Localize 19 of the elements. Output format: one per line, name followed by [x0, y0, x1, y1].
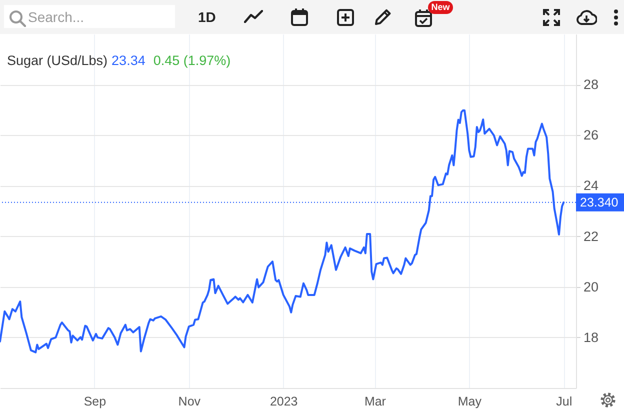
x-tick-label: May — [458, 394, 482, 408]
x-tick-label: Mar — [364, 394, 386, 408]
y-tick-label: 22 — [584, 228, 599, 244]
y-tick-label: 28 — [584, 77, 599, 92]
x-tick-label: Nov — [178, 394, 202, 408]
y-tick-label: 20 — [584, 279, 599, 294]
badge: New — [428, 1, 453, 14]
text: Sugar (USd/Lbs) — [7, 53, 108, 68]
text: Search... — [28, 9, 84, 25]
x-tick-label: 2023 — [270, 394, 298, 408]
y-tick-label: 24 — [584, 178, 600, 194]
annotation: 0.45 (1.97%) — [153, 53, 231, 68]
y-tick-label: 26 — [584, 128, 599, 143]
y-tick-label: 18 — [584, 330, 599, 345]
x-tick-label: Sep — [84, 394, 106, 408]
annotation: 23.34 — [112, 53, 146, 68]
ref-line-label: 23.340 — [580, 195, 618, 210]
x-tick-label: Jul — [556, 394, 572, 408]
text: 1D — [198, 9, 216, 25]
